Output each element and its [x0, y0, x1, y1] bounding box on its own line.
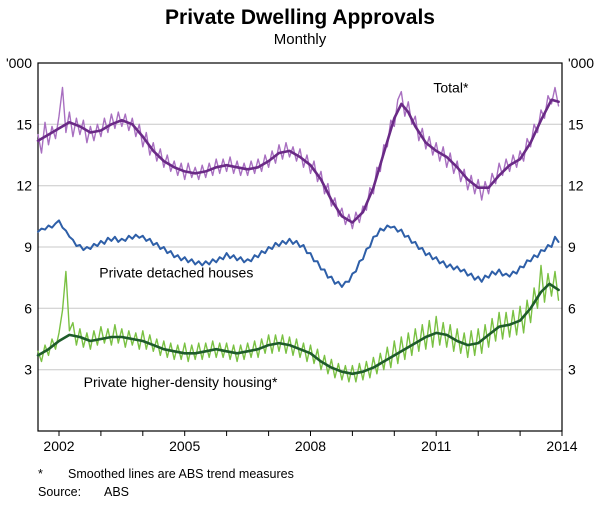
source-value: ABS — [104, 485, 130, 499]
x-label-2011: 2011 — [421, 438, 451, 454]
footnote-source: Source: ABS — [38, 485, 580, 499]
series-hd-monthly — [37, 264, 560, 383]
footnotes: * Smoothed lines are ABS trend measures … — [0, 461, 600, 499]
unit-label-left: '000 — [6, 55, 32, 71]
unit-label-right: '000 — [568, 55, 594, 71]
chart-subtitle: Monthly — [273, 31, 327, 48]
y-label-left-3: 3 — [24, 362, 32, 378]
footnote-marker: * — [38, 467, 43, 481]
y-label-left-15: 15 — [16, 116, 32, 132]
x-label-2014: 2014 — [546, 438, 577, 454]
y-label-right-3: 3 — [568, 362, 576, 378]
y-label-left-9: 9 — [24, 239, 32, 255]
y-label-right-15: 15 — [568, 116, 584, 132]
y-label-right-6: 6 — [568, 300, 576, 316]
series-total-trend — [36, 98, 560, 224]
footnote-trend-note: * Smoothed lines are ABS trend measures — [38, 467, 580, 481]
y-label-right-12: 12 — [568, 178, 584, 194]
footnote-text: Smoothed lines are ABS trend measures — [68, 467, 294, 481]
series-detached — [37, 219, 560, 288]
y-label-left-12: 12 — [16, 178, 32, 194]
label-detached: Private detached houses — [99, 265, 253, 281]
label-hd: Private higher-density housing* — [84, 374, 278, 390]
chart-canvas: 3 3 6 6 9 9 12 12 15 15 '000 '000 2002 2005 2008 2011 20… — [6, 55, 594, 454]
series-total-monthly — [37, 86, 560, 230]
y-label-right-9: 9 — [568, 239, 576, 255]
y-label-left-6: 6 — [24, 300, 32, 316]
series-hd-trend — [36, 282, 560, 376]
label-total: Total* — [433, 80, 469, 96]
source-label: Source: — [38, 485, 82, 499]
plot-border — [37, 62, 563, 432]
x-label-2002: 2002 — [43, 438, 74, 454]
chart-title: Private Dwelling Approvals — [165, 6, 435, 29]
x-label-2008: 2008 — [295, 438, 326, 454]
x-label-2005: 2005 — [169, 438, 200, 454]
